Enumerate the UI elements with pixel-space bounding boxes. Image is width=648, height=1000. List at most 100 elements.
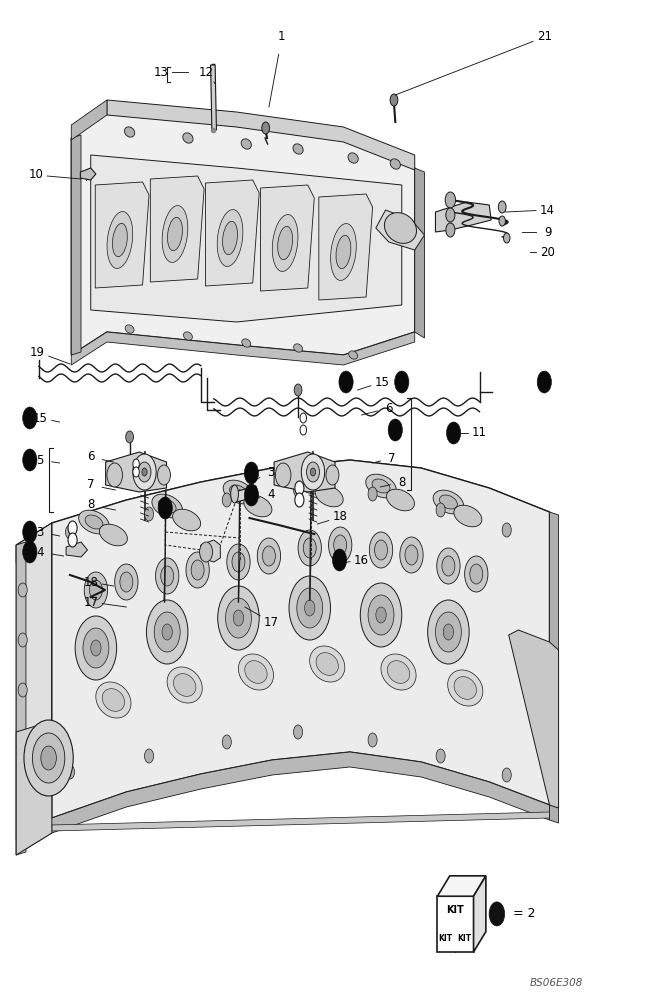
Circle shape (142, 468, 147, 476)
Ellipse shape (229, 485, 248, 499)
Circle shape (295, 481, 304, 495)
Polygon shape (71, 332, 415, 365)
Circle shape (310, 468, 316, 476)
Circle shape (133, 467, 139, 477)
Circle shape (41, 746, 56, 770)
Ellipse shape (162, 206, 188, 262)
Circle shape (334, 535, 347, 555)
Ellipse shape (336, 235, 351, 269)
Circle shape (368, 733, 377, 747)
Circle shape (244, 484, 259, 506)
Circle shape (289, 576, 330, 640)
Circle shape (301, 454, 325, 490)
Polygon shape (106, 452, 167, 492)
Ellipse shape (315, 485, 343, 507)
Text: 18: 18 (84, 576, 98, 588)
Circle shape (126, 431, 133, 443)
Ellipse shape (241, 139, 251, 149)
Circle shape (307, 462, 319, 482)
Text: 16: 16 (354, 554, 369, 566)
Polygon shape (415, 168, 424, 338)
Text: 21: 21 (537, 30, 552, 43)
Text: BS06E308: BS06E308 (529, 978, 583, 988)
Ellipse shape (152, 494, 183, 518)
Text: 19: 19 (30, 346, 45, 359)
Polygon shape (71, 112, 415, 355)
Ellipse shape (222, 221, 238, 255)
Circle shape (436, 749, 445, 763)
Ellipse shape (217, 210, 243, 266)
Text: 1: 1 (278, 30, 286, 43)
Ellipse shape (277, 226, 293, 260)
Polygon shape (71, 135, 81, 355)
Circle shape (360, 583, 402, 647)
Text: KIT: KIT (446, 905, 465, 915)
Polygon shape (66, 542, 87, 557)
Ellipse shape (183, 133, 193, 143)
Circle shape (218, 586, 259, 650)
Text: 18: 18 (333, 510, 347, 524)
Circle shape (23, 541, 37, 563)
Circle shape (262, 546, 275, 566)
Circle shape (23, 449, 37, 471)
Circle shape (446, 208, 455, 222)
Circle shape (375, 540, 388, 560)
Circle shape (294, 384, 302, 396)
Polygon shape (91, 155, 402, 322)
Circle shape (244, 462, 259, 484)
Text: 15: 15 (33, 412, 47, 424)
Circle shape (428, 600, 469, 664)
Circle shape (156, 558, 179, 594)
Polygon shape (16, 542, 26, 855)
Circle shape (145, 507, 154, 521)
Text: 20: 20 (540, 245, 555, 258)
Ellipse shape (294, 344, 303, 352)
Polygon shape (274, 452, 335, 492)
Ellipse shape (167, 667, 202, 703)
Circle shape (107, 463, 122, 487)
Ellipse shape (390, 159, 400, 169)
Circle shape (388, 419, 402, 441)
Text: = 2: = 2 (513, 907, 536, 920)
Circle shape (157, 465, 170, 485)
Text: 6: 6 (87, 450, 95, 464)
Polygon shape (52, 460, 550, 818)
Circle shape (65, 525, 75, 539)
Ellipse shape (244, 495, 272, 517)
Ellipse shape (294, 470, 325, 494)
Ellipse shape (172, 509, 201, 531)
Polygon shape (16, 460, 550, 563)
Circle shape (376, 607, 386, 623)
Text: 3: 3 (267, 466, 275, 480)
Polygon shape (95, 182, 149, 288)
Circle shape (395, 371, 409, 393)
Circle shape (499, 216, 505, 226)
Text: 4: 4 (36, 546, 44, 558)
Circle shape (390, 94, 398, 106)
Ellipse shape (96, 682, 131, 718)
Circle shape (326, 465, 339, 485)
Ellipse shape (242, 339, 251, 347)
Ellipse shape (349, 351, 358, 359)
Ellipse shape (386, 489, 415, 511)
Text: 10: 10 (29, 168, 43, 182)
Circle shape (222, 735, 231, 749)
Circle shape (233, 610, 244, 626)
Circle shape (295, 493, 304, 507)
Text: 7: 7 (87, 479, 95, 491)
Circle shape (503, 233, 510, 243)
Ellipse shape (78, 510, 110, 534)
Circle shape (446, 422, 461, 444)
Text: 5: 5 (36, 454, 44, 466)
Polygon shape (150, 176, 204, 282)
Circle shape (332, 549, 347, 571)
Ellipse shape (158, 499, 176, 513)
Ellipse shape (448, 670, 483, 706)
Circle shape (32, 733, 65, 783)
Circle shape (115, 564, 138, 600)
Circle shape (84, 572, 108, 608)
Polygon shape (80, 168, 96, 180)
Circle shape (537, 371, 551, 393)
Circle shape (232, 552, 245, 572)
Polygon shape (474, 876, 486, 952)
